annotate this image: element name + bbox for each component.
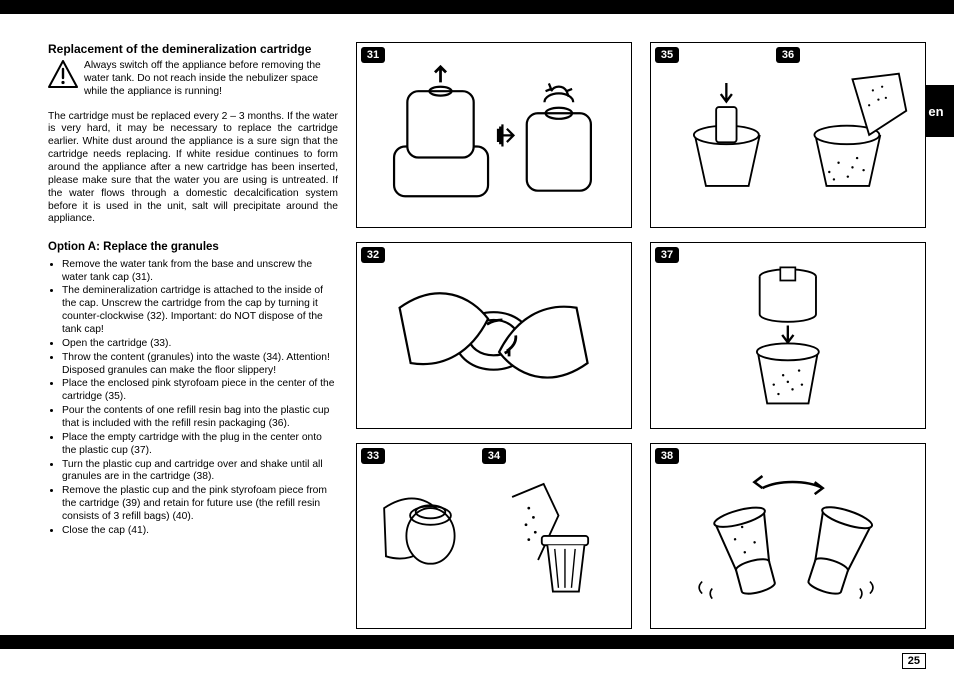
list-item: Close the cap (41). <box>62 525 338 538</box>
warning-row: Always switch off the appliance before r… <box>48 60 338 99</box>
figure-33-34: 33 34 <box>356 443 632 629</box>
list-item: Open the cartridge (33). <box>62 338 338 351</box>
list-item: Remove the plastic cup and the pink styr… <box>62 485 338 524</box>
page-number: 25 <box>902 653 926 669</box>
warning-icon <box>48 60 78 99</box>
list-item: Throw the content (granules) into the wa… <box>62 352 338 378</box>
figure-illustration <box>651 43 925 227</box>
top-black-bar <box>0 0 954 14</box>
figure-illustration <box>357 43 631 227</box>
figure-illustration <box>357 444 631 628</box>
list-item: The demineralization cartridge is attach… <box>62 285 338 336</box>
list-item: Remove the water tank from the base and … <box>62 259 338 285</box>
page-number-value: 25 <box>908 655 920 667</box>
list-item: Place the empty cartridge with the plug … <box>62 432 338 458</box>
list-item: Place the enclosed pink styrofoam piece … <box>62 378 338 404</box>
bottom-black-bar <box>0 635 954 649</box>
figure-columns: 31 32 33 34 35 36 <box>356 42 926 629</box>
page-content: Replacement of the demineralization cart… <box>0 14 954 635</box>
list-item: Pour the contents of one refill resin ba… <box>62 405 338 431</box>
figure-column-1: 31 32 33 34 <box>356 42 632 629</box>
heading-main: Replacement of the demineralization cart… <box>48 42 338 57</box>
figure-32: 32 <box>356 242 632 428</box>
heading-option-a: Option A: Replace the granules <box>48 240 338 254</box>
figure-illustration <box>651 243 925 427</box>
body-paragraph: The cartridge must be replaced every 2 –… <box>48 111 338 227</box>
figure-31: 31 <box>356 42 632 228</box>
instruction-list: Remove the water tank from the base and … <box>48 259 338 538</box>
figure-37: 37 <box>650 242 926 428</box>
figure-38: 38 <box>650 443 926 629</box>
figure-35-36: 35 36 <box>650 42 926 228</box>
figure-illustration <box>651 444 925 628</box>
warning-text: Always switch off the appliance before r… <box>84 60 338 99</box>
text-column: Replacement of the demineralization cart… <box>48 42 338 629</box>
figure-column-2: 35 36 37 38 <box>650 42 926 629</box>
figure-illustration <box>357 243 631 427</box>
list-item: Turn the plastic cup and cartridge over … <box>62 459 338 485</box>
